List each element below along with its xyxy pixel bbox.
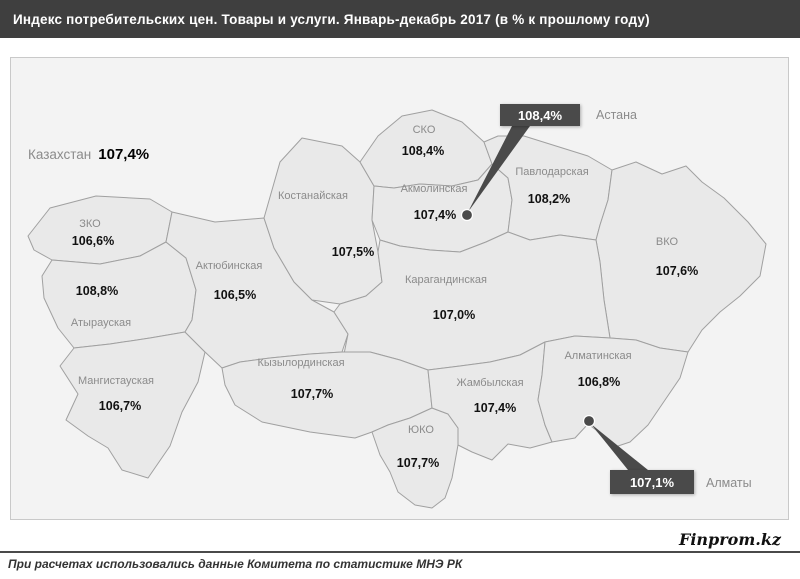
region-value-yuko: 107,7%	[396, 456, 440, 470]
almaty-callout: 107,1%	[610, 470, 694, 494]
region-name-zko: ЗКО	[79, 218, 101, 230]
astana-callout-value: 108,4%	[517, 107, 563, 123]
region-value-mangystau: 106,7%	[98, 399, 142, 413]
region-name-zhambyl: Жамбылская	[456, 377, 524, 389]
region-value-zko: 106,6%	[71, 234, 115, 248]
country-value: 107,4%	[98, 146, 150, 163]
region-value-atyrau: 108,8%	[75, 284, 119, 298]
region-shape-mangystau	[59, 331, 206, 479]
region-name-mangystau: Мангистауская	[77, 375, 155, 387]
country-name: Казахстан	[28, 147, 92, 162]
astana-marker-dot	[460, 208, 474, 222]
region-name-yuko: ЮКО	[408, 424, 434, 436]
region-value-pavlodar: 108,2%	[527, 192, 571, 206]
almaty-city-label: Алматы	[706, 476, 752, 490]
astana-callout-pointer	[468, 126, 530, 212]
almaty-callout-pointer	[591, 424, 648, 470]
region-value-akmola: 107,4%	[413, 208, 457, 222]
region-name-sko: СКО	[412, 124, 436, 136]
footer-note: При расчетах использовались данные Комит…	[8, 557, 463, 571]
region-name-pavlodar: Павлодарская	[515, 166, 589, 178]
region-name-almaty-region: Алматинская	[564, 350, 632, 362]
region-value-zhambyl: 107,4%	[473, 401, 517, 415]
astana-city-label: Астана	[596, 108, 637, 122]
region-shape-vko	[595, 161, 767, 353]
region-name-karaganda: Карагандинская	[405, 274, 487, 286]
region-name-kyzylorda: Кызылординская	[257, 357, 345, 369]
region-shape-almaty-region	[537, 335, 689, 449]
region-value-karaganda: 107,0%	[432, 308, 476, 322]
region-value-kostanay: 107,5%	[331, 245, 375, 259]
region-shape-yuko	[371, 407, 459, 509]
region-value-kyzylorda: 107,7%	[290, 387, 334, 401]
almaty-callout-value: 107,1%	[629, 474, 675, 490]
region-value-aktobe: 106,5%	[213, 288, 257, 302]
region-name-kostanay: Костанайская	[277, 190, 349, 202]
region-shape-zhambyl	[427, 341, 553, 461]
region-name-atyrau: Атырауская	[70, 317, 132, 329]
region-name-aktobe: Актюбинская	[195, 260, 263, 272]
region-value-almaty-region: 106,8%	[577, 375, 621, 389]
footer-divider	[0, 551, 800, 553]
country-summary: Казахстан 107,4%	[28, 146, 149, 163]
almaty-marker-dot	[582, 414, 596, 428]
page-title: Индекс потребительских цен. Товары и усл…	[13, 11, 650, 27]
brand-logo: Finprom.kz	[678, 530, 781, 549]
astana-callout: 108,4%	[500, 104, 580, 126]
header-bar: Индекс потребительских цен. Товары и усл…	[0, 0, 800, 38]
region-value-vko: 107,6%	[655, 264, 699, 278]
region-value-sko: 108,4%	[401, 144, 445, 158]
region-name-vko: ВКО	[655, 236, 679, 248]
region-name-akmola: Акмолинская	[400, 183, 468, 195]
